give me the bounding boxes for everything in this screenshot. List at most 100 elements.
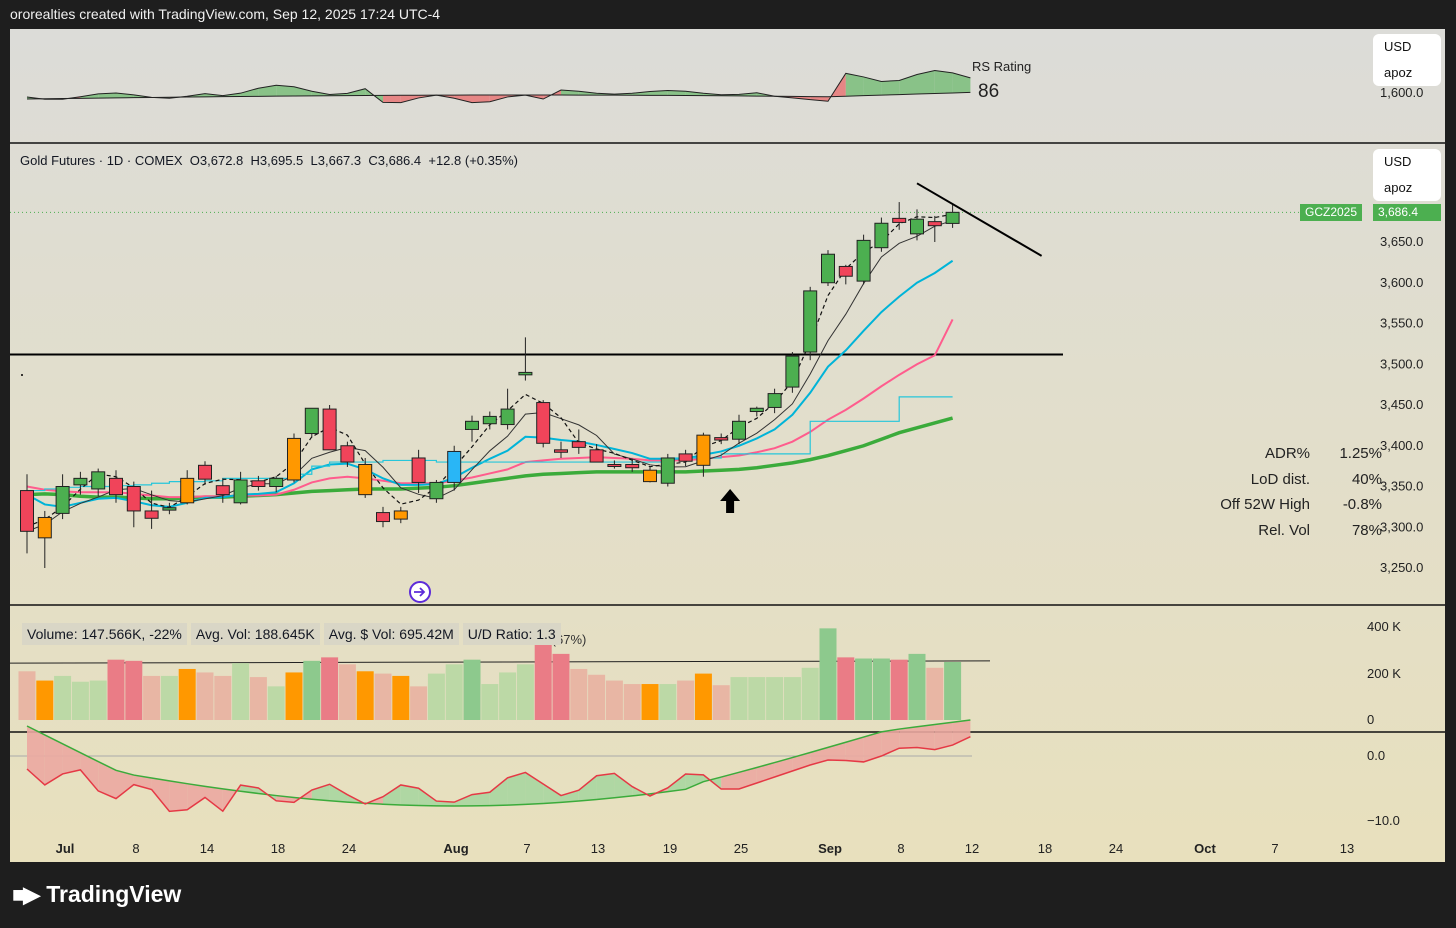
candle-body <box>109 477 123 496</box>
candle-body <box>411 457 426 483</box>
main-layout-button[interactable]: apoz <box>1384 180 1413 195</box>
brand-name: TradingView <box>46 881 182 907</box>
candle-body <box>126 486 141 512</box>
candle-body <box>55 486 70 514</box>
time-axis-label: 7 <box>1271 841 1278 856</box>
volume-bar <box>410 686 428 720</box>
rs-currency-button[interactable]: USD <box>1384 39 1412 54</box>
osc-axis-label: −10.0 <box>1367 813 1400 828</box>
main-scale-box[interactable]: USD apoz <box>1373 149 1441 201</box>
price-axis-label: 3,300.0 <box>1380 519 1423 534</box>
price-axis-label: 3,600.0 <box>1380 275 1423 290</box>
rs-area-segment <box>810 96 828 102</box>
rs-area-segment <box>276 85 294 97</box>
rs-area-segment <box>881 80 900 96</box>
volume-legend: Volume: 147.566K, -22% Avg. Vol: 188.645… <box>22 623 561 645</box>
candle-body <box>287 437 301 481</box>
volume-bar <box>783 677 801 720</box>
osc-area-segment <box>44 734 63 785</box>
rs-scale-box[interactable]: USD apoz <box>1373 34 1441 86</box>
volume-bar <box>249 677 267 720</box>
volume-bar <box>107 659 125 720</box>
volume-bar <box>801 667 819 720</box>
price-axis-label: 3,400.0 <box>1380 438 1423 453</box>
osc-area-segment <box>881 729 900 757</box>
rs-area-segment <box>116 93 134 98</box>
rs-layout-button[interactable]: apoz <box>1384 65 1413 80</box>
osc-area-segment <box>418 788 437 806</box>
volume-bar <box>552 653 570 720</box>
symbol-price-tag: GCZ2025 <box>1300 204 1363 221</box>
candle-body <box>625 463 640 469</box>
osc-area-segment <box>329 784 348 803</box>
osc-area-segment <box>899 726 917 749</box>
rs-axis-label: 1,600.0 <box>1380 85 1423 100</box>
osc-area-segment <box>525 772 544 805</box>
rs-area-segment <box>98 93 116 99</box>
up-arrow-marker <box>720 489 741 513</box>
candle-body <box>180 477 195 504</box>
osc-area-segment <box>578 775 597 802</box>
volume-bar <box>285 672 303 720</box>
osc-area-segment <box>62 743 81 774</box>
osc-area-segment <box>187 783 205 810</box>
candle-body <box>73 477 88 486</box>
legend-open: O3,672.8 <box>189 153 244 168</box>
candle-body <box>536 402 551 444</box>
osc-axis-label: 0.0 <box>1367 748 1385 763</box>
stat-key: Rel. Vol <box>1258 521 1310 539</box>
legend-high: H3,695.5 <box>250 153 304 168</box>
legend-close: C3,686.4 <box>368 153 422 168</box>
candle-body <box>269 477 284 488</box>
candle-body <box>518 371 533 376</box>
candle-body <box>571 441 586 448</box>
time-axis-label: 13 <box>591 841 605 856</box>
volume-field: Volume: 147.566K, -22% <box>22 623 187 645</box>
volume-bar <box>748 677 766 720</box>
volume-bar <box>588 674 606 720</box>
candle-body <box>945 211 960 224</box>
chart-canvas[interactable]: 1,600.0 321.346K(67%) 3,650.03,600.03,55… <box>10 29 1445 862</box>
volume-bar <box>160 675 178 720</box>
rs-baseline <box>26 91 971 100</box>
time-axis-label: 19 <box>663 841 677 856</box>
rs-area-segment <box>917 70 935 95</box>
volume-bar <box>766 677 784 720</box>
volume-bar <box>267 686 285 720</box>
candle-body <box>358 463 373 496</box>
volume-bar <box>481 684 499 720</box>
candle-body <box>91 471 106 490</box>
main-currency-button[interactable]: USD <box>1384 154 1412 169</box>
ema10-line <box>26 259 954 508</box>
price-axis-label: 3,550.0 <box>1380 316 1423 331</box>
chart-credit: ororealties created with TradingView.com… <box>10 6 441 22</box>
candle-body <box>803 290 818 353</box>
osc-area-segment <box>205 786 223 812</box>
osc-area-segment <box>917 724 935 750</box>
time-axis-label: 18 <box>271 841 285 856</box>
candle-body <box>37 516 52 539</box>
tradingview-logo[interactable]: ■▶ TradingView <box>12 881 181 908</box>
volume-bar <box>694 673 712 720</box>
price-axis-label: 3,250.0 <box>1380 560 1423 575</box>
osc-area-segment <box>596 773 615 800</box>
stat-key: Off 52W High <box>1220 496 1310 513</box>
osc-area-segment <box>311 784 330 801</box>
candle-body <box>20 490 34 532</box>
volume-bar <box>321 657 339 720</box>
stat-row: ADR% 1.25% <box>1195 445 1382 471</box>
volume-axis-label: 0 <box>1367 712 1374 727</box>
chart-frame[interactable]: 1,600.0 321.346K(67%) 3,650.03,600.03,55… <box>10 29 1445 862</box>
volume-bar <box>677 680 695 720</box>
candle-body <box>856 239 871 282</box>
volume-bar <box>356 671 374 720</box>
time-axis-label: 24 <box>342 841 356 856</box>
rs-area-segment <box>845 73 864 97</box>
volume-bar <box>232 663 250 720</box>
stat-key: ADR% <box>1264 445 1310 462</box>
candle-body <box>322 408 337 451</box>
osc-area-segment <box>169 780 188 812</box>
candle-body <box>554 449 568 453</box>
time-axis-label: 12 <box>965 841 979 856</box>
symbol-name[interactable]: Gold Futures · 1D · COMEX <box>20 153 183 168</box>
